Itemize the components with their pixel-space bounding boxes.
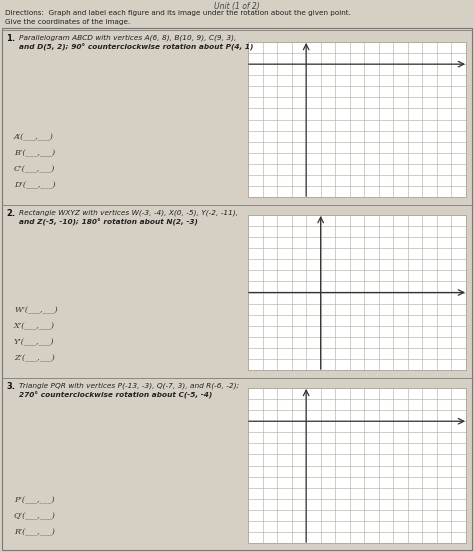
Bar — [248, 215, 466, 370]
Text: Unit (1 of 2): Unit (1 of 2) — [214, 2, 260, 11]
Text: A’(___,___): A’(___,___) — [14, 133, 54, 141]
Text: Z’(___,___): Z’(___,___) — [14, 354, 55, 362]
Text: 2.: 2. — [6, 209, 15, 218]
Text: and Z(-5, -10); 180° rotation about N(2, -3): and Z(-5, -10); 180° rotation about N(2,… — [19, 219, 198, 226]
Text: 3.: 3. — [6, 382, 15, 391]
Text: Q’(___,___): Q’(___,___) — [14, 512, 56, 520]
Text: and D(5, 2); 90° counterclockwise rotation about P(4, 1): and D(5, 2); 90° counterclockwise rotati… — [19, 44, 254, 51]
Bar — [248, 42, 466, 197]
Text: Rectangle WXYZ with vertices W(-3, -4), X(0, -5), Y(-2, -11),: Rectangle WXYZ with vertices W(-3, -4), … — [19, 209, 238, 216]
Text: R’(___,___): R’(___,___) — [14, 528, 55, 536]
Text: Y’(___,___): Y’(___,___) — [14, 338, 55, 346]
Text: Parallelogram ABCD with vertices A(6, 8), B(10, 9), C(9, 3),: Parallelogram ABCD with vertices A(6, 8)… — [19, 34, 237, 41]
Text: Give the coordinates of the image.: Give the coordinates of the image. — [5, 19, 130, 25]
Text: C’(___,___): C’(___,___) — [14, 165, 55, 173]
Bar — [248, 388, 466, 543]
Text: Triangle PQR with vertices P(-13, -3), Q(-7, 3), and R(-6, -2);: Triangle PQR with vertices P(-13, -3), Q… — [19, 382, 239, 389]
Text: Directions:  Graph and label each figure and its image under the rotation about : Directions: Graph and label each figure … — [5, 10, 351, 16]
Text: W’(___,___): W’(___,___) — [14, 306, 58, 314]
Text: B’(___,___): B’(___,___) — [14, 149, 55, 157]
Text: P’(___,___): P’(___,___) — [14, 496, 55, 504]
Text: X’(___,___): X’(___,___) — [14, 322, 55, 330]
Text: D’(___,___): D’(___,___) — [14, 181, 55, 189]
Text: 270° counterclockwise rotation about C(-5, -4): 270° counterclockwise rotation about C(-… — [19, 392, 212, 400]
Text: 1.: 1. — [6, 34, 15, 43]
